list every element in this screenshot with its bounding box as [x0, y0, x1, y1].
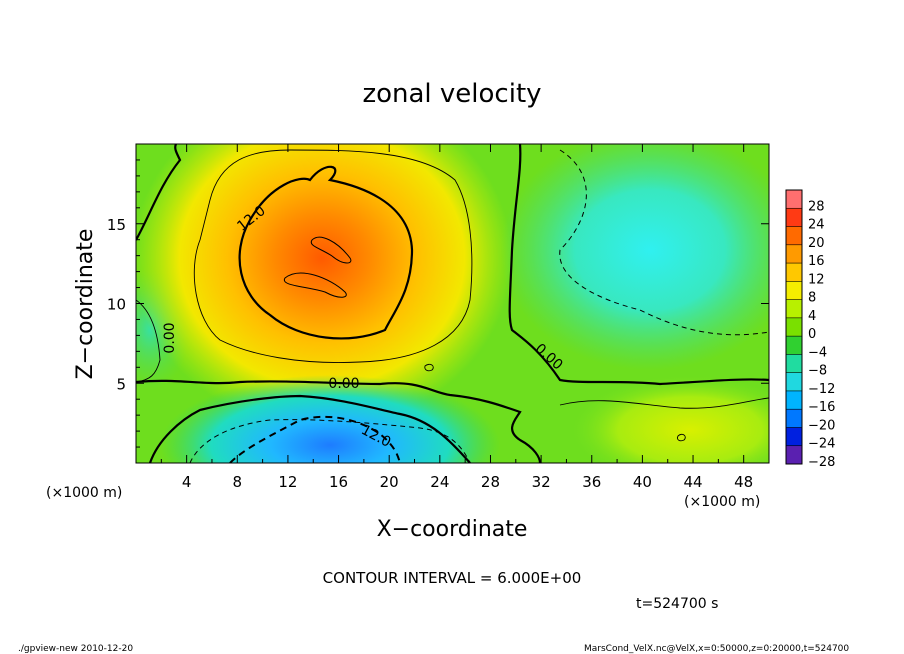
colorbar-swatch — [786, 263, 802, 282]
contour-interval-note: CONTOUR INTERVAL = 6.000E+00 — [323, 569, 582, 587]
colorbar-label: 24 — [808, 218, 825, 233]
footer-right: MarsCond_VelX.nc@VelX,x=0:50000,z=0:2000… — [584, 644, 849, 654]
contour-right-thin — [559, 397, 769, 409]
z-unit-label: (×1000 m) — [46, 485, 122, 501]
contour-12 — [238, 165, 414, 340]
colorbar-swatch — [786, 299, 802, 319]
x-axis-label: X−coordinate — [377, 517, 528, 542]
colorbar-label: −4 — [808, 345, 827, 360]
x-tick-label: 32 — [532, 473, 551, 491]
y-tick-label: 10 — [107, 296, 126, 314]
field-warm-region — [136, 144, 512, 428]
x-tick-label: 20 — [380, 473, 399, 491]
contour-zero-main — [136, 144, 769, 463]
x-tick-label: 12 — [278, 473, 297, 491]
colorbar-swatch — [786, 390, 802, 410]
colorbar-label: 4 — [808, 309, 816, 324]
x-tick-label: 16 — [329, 473, 348, 491]
x-unit-label: (×1000 m) — [684, 494, 760, 510]
time-label: t=524700 s — [636, 596, 718, 612]
colorbar-label: 0 — [808, 327, 816, 342]
x-tick-label: 36 — [582, 473, 601, 491]
contour-small-1 — [424, 363, 434, 372]
colorbar-label: 12 — [808, 272, 825, 287]
contour-left-thin — [136, 299, 161, 383]
x-tick-label: 48 — [734, 473, 753, 491]
contour-zero-left — [148, 394, 471, 463]
contour-small-2 — [677, 433, 686, 442]
colorbar-swatch — [786, 244, 802, 264]
x-tick-label: 44 — [683, 473, 702, 491]
colorbar-swatch — [786, 372, 802, 392]
colorbar-swatch — [786, 336, 802, 355]
colorbar-swatch — [786, 208, 802, 228]
colorbar-label: −28 — [808, 455, 835, 470]
colorbar-swatch — [786, 409, 802, 428]
colorbar-label: −8 — [808, 364, 827, 379]
colorbar: 28 24 20 16 12 8 4 0 −4 −8 −12 −16 −20 −24 −28 — [785, 189, 835, 470]
chart-title: zonal velocity — [362, 79, 541, 109]
colorbar-label: −20 — [808, 418, 835, 433]
y-tick-label: 15 — [107, 216, 126, 234]
footer-left: ./gpview-new 2010-12-20 — [18, 644, 133, 654]
x-tick-label: 4 — [182, 473, 192, 491]
field-cold-region — [160, 375, 500, 463]
x-tick-label: 8 — [233, 473, 243, 491]
contour-label: 0.00 — [162, 322, 178, 353]
colorbar-label: 16 — [808, 254, 825, 269]
colorbar-label: 20 — [808, 236, 825, 251]
contour-18a — [310, 236, 352, 264]
x-tick-label: 24 — [430, 473, 449, 491]
contour-label: 0.00 — [328, 376, 359, 392]
colorbar-label: 28 — [808, 199, 825, 214]
contour-neg6-right — [559, 149, 769, 336]
colorbar-swatch — [786, 354, 802, 374]
x-axis-ticks: 4 8 12 16 20 24 28 32 36 40 44 48 — [160, 144, 753, 491]
contour-6 — [193, 149, 473, 363]
colorbar-label: −16 — [808, 400, 835, 415]
contour-18b — [283, 272, 347, 298]
colorbar-label: −24 — [808, 437, 835, 452]
x-tick-label: 40 — [633, 473, 652, 491]
x-tick-label: 28 — [481, 473, 500, 491]
y-axis-ticks: 5 10 15 — [107, 159, 769, 448]
field-lime-region — [570, 375, 769, 463]
plot-area — [136, 144, 769, 463]
colorbar-swatch — [786, 226, 802, 246]
contour-neg12 — [229, 415, 401, 463]
colorbar-swatch — [786, 317, 802, 337]
y-axis-label: Z−coordinate — [73, 229, 98, 380]
colorbar-label: 8 — [808, 291, 816, 306]
field-cyan-region — [500, 144, 769, 370]
colorbar-label: −12 — [808, 382, 835, 397]
y-tick-label: 5 — [116, 375, 126, 393]
contour-lines — [136, 144, 769, 463]
colorbar-swatch — [786, 427, 802, 447]
colorbar-swatch — [786, 190, 802, 209]
colorbar-swatch — [786, 445, 802, 465]
colorbar-swatch — [786, 281, 802, 301]
